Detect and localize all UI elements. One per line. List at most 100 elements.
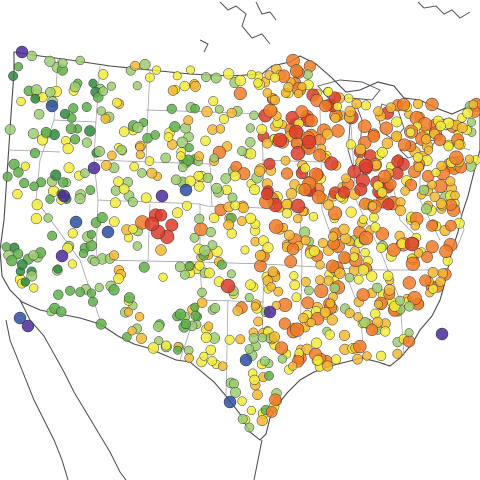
site-marker xyxy=(210,303,221,314)
site-marker xyxy=(218,114,229,124)
site-marker xyxy=(245,279,256,290)
site-marker xyxy=(229,378,239,389)
site-marker xyxy=(214,104,224,114)
site-marker-low xyxy=(155,189,169,203)
site-marker xyxy=(267,266,279,277)
site-marker xyxy=(427,180,437,190)
site-marker xyxy=(204,267,215,279)
site-marker xyxy=(315,260,325,270)
site-marker xyxy=(216,259,227,270)
site-marker xyxy=(194,213,205,224)
site-marker xyxy=(144,156,155,166)
site-marker xyxy=(373,106,384,117)
site-marker xyxy=(65,123,77,135)
site-marker xyxy=(407,290,422,306)
site-marker xyxy=(308,212,319,222)
site-marker xyxy=(289,64,304,78)
site-marker xyxy=(429,191,440,202)
site-marker xyxy=(30,93,41,104)
site-marker xyxy=(170,174,182,186)
site-marker xyxy=(362,351,372,361)
site-marker xyxy=(53,289,64,300)
site-marker xyxy=(450,190,460,201)
site-marker xyxy=(462,107,474,119)
site-marker xyxy=(47,230,58,241)
site-marker xyxy=(150,130,160,140)
mexico-coastline xyxy=(19,299,127,480)
site-marker-low xyxy=(435,327,449,341)
site-marker xyxy=(281,198,293,210)
site-marker xyxy=(88,296,98,307)
site-marker xyxy=(380,326,391,337)
site-marker xyxy=(262,242,274,254)
site-marker xyxy=(68,103,79,114)
site-marker xyxy=(266,282,276,292)
site-marker xyxy=(194,260,205,271)
site-marker xyxy=(344,105,356,117)
site-marker xyxy=(386,242,401,257)
baja-coastline xyxy=(5,319,69,480)
site-marker xyxy=(301,134,317,150)
site-marker xyxy=(425,240,439,254)
site-marker-low xyxy=(87,161,101,175)
site-marker xyxy=(160,152,171,164)
site-marker xyxy=(199,351,209,361)
site-marker xyxy=(254,250,267,262)
site-marker xyxy=(67,228,78,239)
site-marker-hotspot xyxy=(290,198,306,214)
site-marker xyxy=(98,86,108,96)
site-marker xyxy=(145,72,155,83)
site-marker xyxy=(382,270,394,282)
site-marker xyxy=(265,406,278,418)
site-marker xyxy=(135,150,145,160)
site-marker xyxy=(116,144,127,155)
site-marker xyxy=(341,173,351,184)
site-marker xyxy=(289,279,300,291)
site-marker xyxy=(200,135,211,146)
site-marker xyxy=(93,145,105,157)
site-marker xyxy=(70,134,81,145)
site-marker xyxy=(269,393,282,406)
site-marker xyxy=(382,198,395,211)
site-marker-low xyxy=(15,45,29,59)
site-marker xyxy=(425,97,439,112)
site-marker xyxy=(358,215,368,224)
site-marker xyxy=(405,127,416,137)
site-marker xyxy=(20,277,30,287)
site-marker xyxy=(315,275,325,285)
site-marker xyxy=(245,137,256,148)
site-marker xyxy=(28,250,39,261)
site-marker xyxy=(310,337,323,349)
site-marker xyxy=(201,72,212,83)
site-marker xyxy=(226,269,236,279)
site-marker xyxy=(246,405,256,416)
site-marker xyxy=(202,172,214,184)
site-marker xyxy=(423,145,433,155)
site-marker xyxy=(391,116,403,128)
site-marker xyxy=(379,121,393,135)
site-marker xyxy=(445,176,456,187)
site-marker xyxy=(57,177,69,188)
site-marker xyxy=(404,328,414,338)
site-marker xyxy=(173,345,183,355)
site-marker xyxy=(4,124,16,135)
site-marker xyxy=(128,224,138,234)
site-marker xyxy=(158,272,168,282)
site-marker xyxy=(427,266,439,278)
site-marker xyxy=(413,248,424,258)
site-marker xyxy=(259,356,270,366)
site-marker xyxy=(391,130,403,142)
site-marker xyxy=(176,136,188,148)
site-marker xyxy=(325,298,336,309)
site-marker-hotspot xyxy=(272,132,288,148)
site-marker xyxy=(20,161,30,171)
site-marker xyxy=(263,103,278,118)
site-marker xyxy=(421,134,432,145)
site-marker xyxy=(328,206,343,221)
site-markers xyxy=(1,45,480,433)
site-marker xyxy=(445,219,457,232)
site-marker xyxy=(226,107,237,118)
site-marker xyxy=(8,71,19,81)
site-marker xyxy=(405,256,421,271)
